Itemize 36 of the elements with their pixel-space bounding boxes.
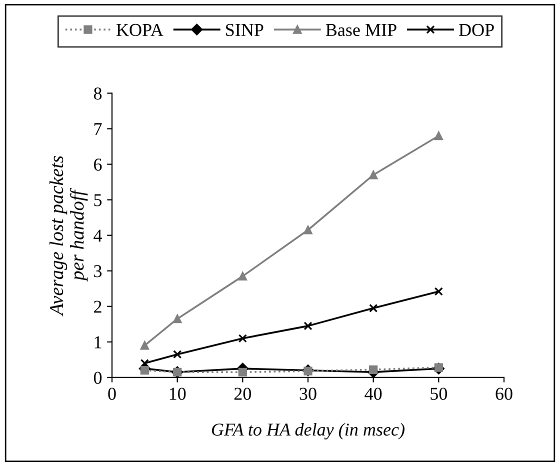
- point: [238, 368, 247, 376]
- legend-label: Base MIP: [326, 24, 396, 36]
- point: [173, 314, 182, 324]
- legend-label: SINP: [226, 24, 264, 36]
- x-tick-label: 50: [430, 388, 448, 400]
- y-tick-label: 2: [94, 300, 102, 313]
- legend-label: DOP: [459, 24, 494, 36]
- x-tick-label: 30: [300, 388, 316, 400]
- point: [434, 287, 443, 296]
- y-tick-label: 0: [94, 372, 102, 384]
- x-tick-label: 0: [108, 388, 116, 400]
- point: [369, 170, 378, 180]
- y-tick-label: 6: [94, 158, 102, 171]
- y-tick-label: 7: [94, 123, 102, 135]
- y-tick-label: 3: [94, 265, 102, 278]
- legend-label: KOPA: [116, 24, 164, 36]
- point: [369, 304, 378, 312]
- y-tick-label: 1: [94, 336, 102, 348]
- x-tick-label: 60: [496, 388, 512, 400]
- point: [434, 132, 443, 140]
- x-tick-label: 40: [364, 388, 382, 400]
- point: [369, 365, 378, 374]
- x-axis-title: GFA to HA delay (in msec): [212, 423, 404, 440]
- point: [304, 322, 312, 330]
- point: [304, 226, 312, 234]
- y-tick-label: 5: [94, 194, 102, 206]
- point: [238, 334, 247, 343]
- y-axis-title: Average lost packets per handoff: [49, 156, 88, 316]
- point: [238, 272, 247, 280]
- y-tick-label: 4: [94, 230, 102, 242]
- point: [173, 350, 182, 359]
- x-tick-label: 20: [234, 388, 252, 400]
- point: [140, 366, 149, 375]
- y-tick-label: 8: [94, 87, 102, 100]
- x-tick-label: 10: [170, 388, 186, 400]
- point: [140, 341, 149, 350]
